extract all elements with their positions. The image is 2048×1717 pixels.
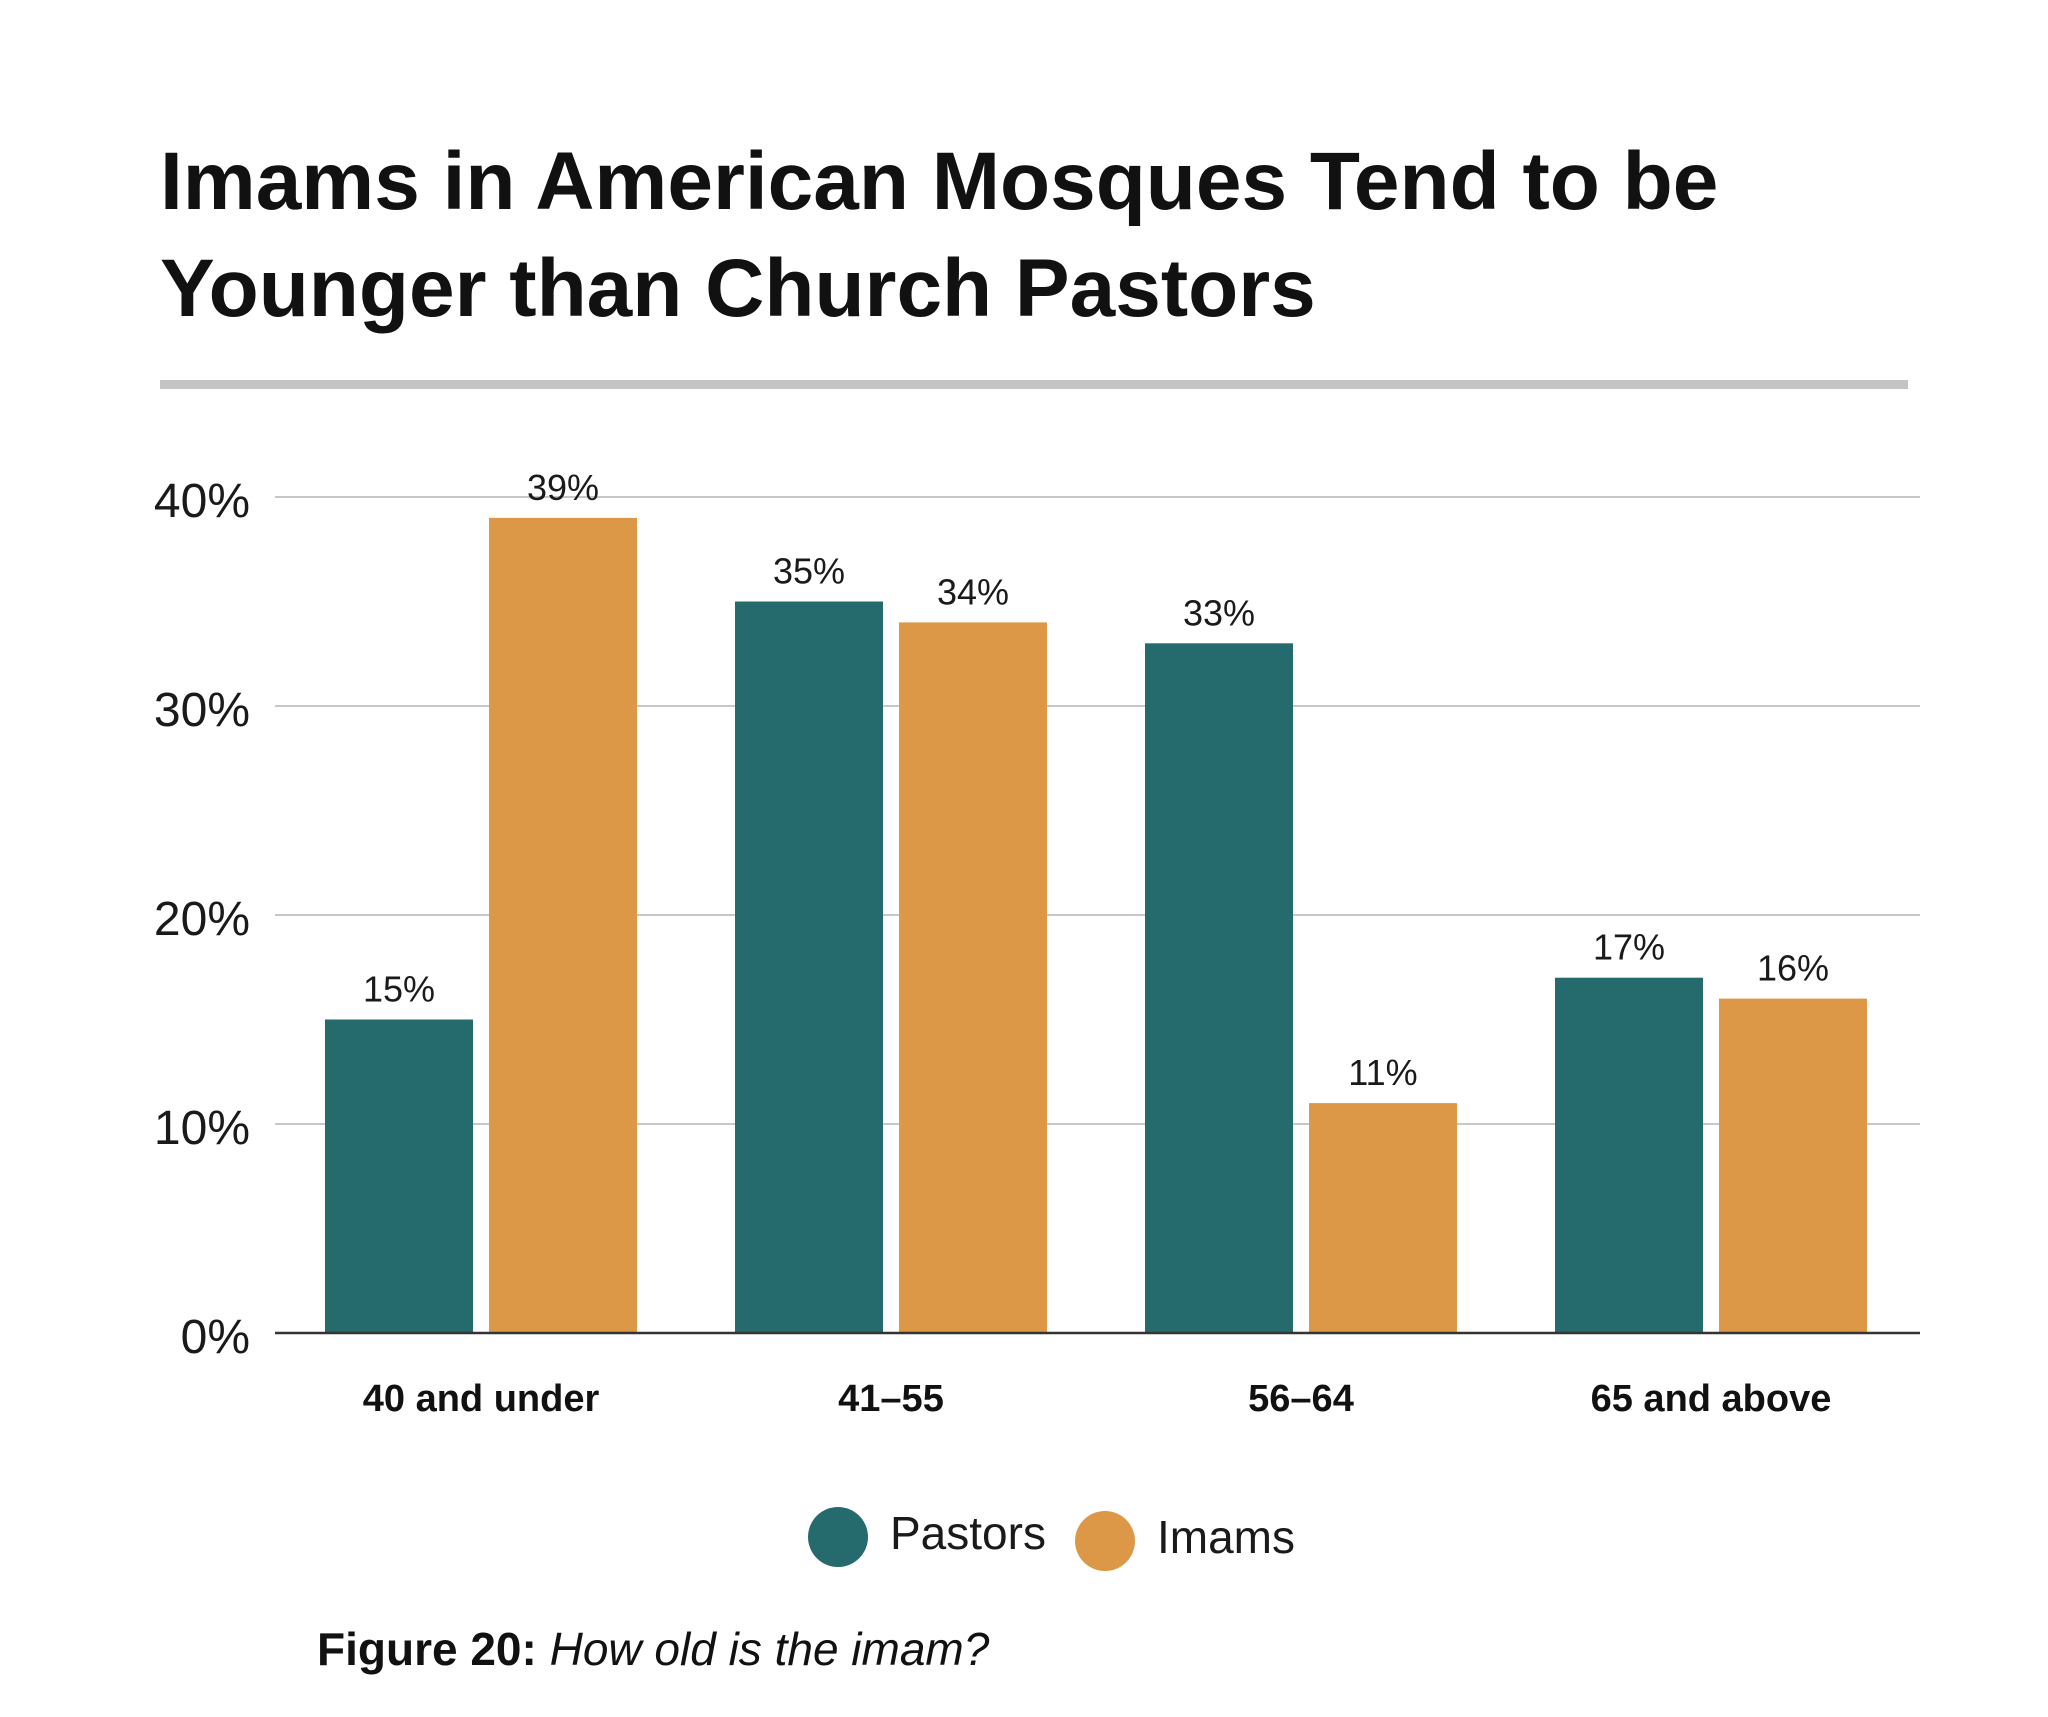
bar-pastors-2 <box>1145 643 1293 1333</box>
bar-imams-1 <box>899 622 1047 1333</box>
title-divider <box>160 380 1908 389</box>
x-category-label: 56–64 <box>1248 1378 1354 1420</box>
bar-label-imams-0: 39% <box>527 467 599 508</box>
y-tick-label: 30% <box>154 684 250 737</box>
legend-swatch-imams <box>1075 1511 1135 1571</box>
bar-pastors-0 <box>325 1019 473 1333</box>
bar-label-imams-3: 16% <box>1757 948 1829 989</box>
y-tick-label: 40% <box>154 475 250 528</box>
chart-legend: Pastors Imams <box>0 1495 2048 1575</box>
bar-label-imams-2: 11% <box>1348 1052 1417 1093</box>
chart-title: Imams in American Mosques Tend to be You… <box>160 136 1719 334</box>
legend-label-imams: Imams <box>1157 1511 1295 1563</box>
bar-label-pastors-1: 35% <box>773 551 845 592</box>
bar-label-pastors-0: 15% <box>363 969 435 1010</box>
legend-label-pastors: Pastors <box>890 1507 1046 1559</box>
y-tick-label: 10% <box>154 1102 250 1155</box>
x-category-label: 40 and under <box>363 1378 600 1420</box>
y-axis-ticks: 0% 10% 20% 30% 40% <box>154 475 250 1364</box>
legend-swatch-pastors <box>808 1507 868 1567</box>
bar-imams-2 <box>1309 1103 1457 1333</box>
bar-pastors-3 <box>1555 977 1703 1333</box>
bars <box>325 517 1867 1333</box>
x-axis-category-labels: 40 and under 41–55 56–64 65 and above <box>363 1378 1832 1420</box>
bar-label-pastors-2: 33% <box>1183 592 1255 633</box>
y-tick-label: 0% <box>181 1311 250 1364</box>
figure-caption: Figure 20: How old is the imam? <box>317 1620 989 1678</box>
bar-value-labels: 15% 39% 35% 34% 33% 11% 17% 16% <box>363 467 1829 1093</box>
y-tick-label: 20% <box>154 893 250 946</box>
x-category-label: 41–55 <box>838 1378 944 1420</box>
figure-number: Figure 20: <box>317 1623 537 1675</box>
bar-pastors-1 <box>735 601 883 1333</box>
bar-label-imams-1: 34% <box>937 571 1009 612</box>
bar-chart: 0%10%20%30%40% 15%39%35%34%33%11%17%16% … <box>154 467 1920 1420</box>
x-category-label: 65 and above <box>1591 1378 1832 1420</box>
bar-label-pastors-3: 17% <box>1593 927 1665 968</box>
bar-imams-0 <box>489 517 637 1333</box>
figure-question: How old is the imam? <box>549 1623 990 1675</box>
bar-imams-3 <box>1719 998 1867 1333</box>
